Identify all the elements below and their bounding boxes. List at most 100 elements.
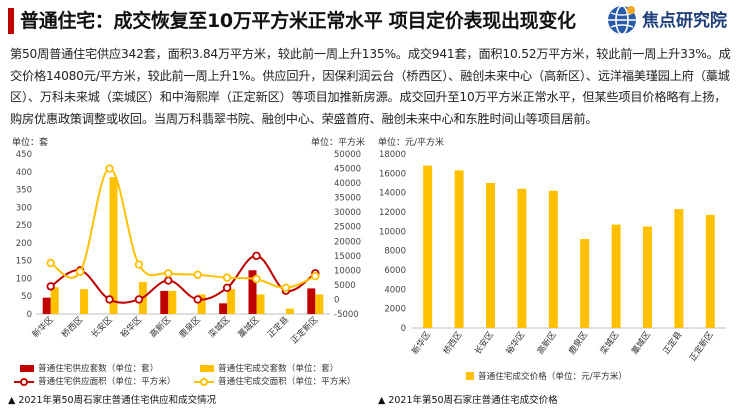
bar-supply-units (160, 290, 169, 314)
x-axis-tick-label: 裕华区 (118, 314, 144, 340)
legend-label: 普通住宅供应面积（单位：平方米） (38, 377, 176, 387)
x-axis-tick-label: 新华区 (30, 314, 56, 340)
y-axis-tick-label: 2000 (384, 305, 406, 315)
legend-label: 普通住宅成交价格（单位：元/平方米） (478, 372, 627, 382)
x-axis-tick-label: 桥西区 (441, 329, 465, 357)
x-axis-tick-label: 鹿泉区 (567, 329, 591, 357)
legend-label: 普通住宅供应套数（单位：套） (38, 364, 159, 374)
legend-supply-area: 普通住宅供应面积（单位：平方米） (14, 375, 176, 387)
x-axis-tick-label: 高新区 (148, 314, 174, 340)
bar-transaction-units (197, 294, 206, 314)
legend-swatch-gold (466, 372, 474, 380)
right-axis-tick-label: 45000 (334, 165, 361, 175)
left-axis-tick-label: 50 (21, 292, 32, 302)
bar-supply-units (307, 288, 316, 314)
chart2-unit: 单位：元/平方米 (378, 138, 445, 148)
legend-swatch-gold (200, 364, 214, 372)
x-axis-tick-label: 鹿泉区 (177, 314, 203, 340)
bar-price (674, 209, 684, 328)
chart1-caption: ▲ 2021年第50周石家庄普通住宅供应和成交情况 (8, 395, 217, 406)
y-axis-tick-label: 10000 (379, 227, 406, 237)
line-transaction-area-point (311, 271, 320, 281)
line-transaction-area-point (164, 269, 173, 278)
right-axis-tick-label: 25000 (334, 223, 361, 233)
y-axis-tick-label: 16000 (379, 169, 406, 179)
right-axis-tick-label: 5000 (334, 281, 356, 291)
line-supply-area-point (252, 251, 261, 261)
bar-transaction-units (256, 294, 265, 314)
line-supply-area-point (134, 295, 144, 304)
right-axis-tick-label: 35000 (334, 194, 361, 204)
summary-paragraph: 第50周普通住宅供应342套，面积3.84万平方米，较此前一周上升135%。成交… (10, 47, 731, 126)
x-axis-tick-label: 桥西区 (59, 314, 85, 340)
x-axis-tick-label: 正定县 (265, 314, 291, 340)
bar-transaction-units (315, 294, 324, 314)
y-axis-tick-label: 8000 (384, 247, 406, 257)
line-supply-area-point (193, 295, 202, 304)
line-transaction-area-point (252, 274, 261, 284)
bar-price (517, 188, 527, 328)
supply-transaction-chart: 0 50 100 150 200 250 300 350 400 450 -5000 0 5000 100… (16, 150, 361, 346)
line-transaction-area (50, 167, 316, 289)
right-axis-tick-label: 15000 (334, 252, 361, 262)
title-accent-bar (8, 8, 14, 34)
line-transaction-area-point (75, 267, 85, 277)
y-axis-tick-label: 4000 (384, 285, 406, 295)
bar-transaction-units (109, 177, 118, 314)
right-axis-tick-label: -5000 (334, 310, 359, 320)
left-axis-tick-label: 0 (27, 310, 32, 320)
x-axis-tick-label: 长安区 (472, 329, 496, 357)
line-transaction-area-point (281, 283, 291, 293)
right-axis-tick-label: 10000 (334, 266, 361, 276)
page-title: 普通住宅：成交恢复至10万平方米正常水平 项目定价表现出现变化 (20, 10, 576, 32)
bar-price (705, 214, 715, 328)
line-supply-area-point (46, 282, 55, 291)
price-chart: 0 2000 4000 6000 8000 10000 12000 14000 16000 180… (379, 150, 726, 364)
chart1-left-unit: 单位：套 (12, 138, 49, 148)
bar-transaction-units (168, 290, 177, 314)
legend-line-gold (194, 377, 214, 386)
bar-price (548, 190, 558, 328)
right-axis-tick-label: 0 (334, 295, 339, 305)
line-supply-area (50, 254, 316, 304)
line-transaction-area-point (46, 258, 55, 268)
left-axis-tick-label: 250 (16, 221, 32, 231)
left-axis-tick-label: 350 (16, 186, 32, 196)
y-axis-tick-label: 12000 (379, 208, 406, 218)
right-axis-tick-label: 50000 (334, 150, 361, 160)
x-axis-tick-label: 正定新区 (289, 314, 321, 346)
x-axis-tick-label: 栾城区 (598, 329, 622, 357)
bar-transaction-units (227, 289, 236, 314)
line-supply-area-point (222, 283, 232, 293)
legend-transaction-area: 普通住宅成交面积（单位：平方米） (194, 375, 356, 387)
bar-price (454, 170, 464, 328)
left-axis-tick-label: 150 (16, 257, 32, 267)
bar-price (611, 224, 621, 328)
bar-price (486, 183, 495, 328)
legend-price: 普通住宅成交价格（单位：元/平方米） (466, 370, 627, 382)
bar-supply-units (42, 297, 51, 314)
x-axis-tick-label: 长安区 (89, 314, 115, 340)
x-axis-tick-label: 高新区 (535, 329, 559, 357)
left-axis-tick-label: 100 (16, 274, 32, 284)
x-axis-tick-label: 栾城区 (206, 314, 232, 340)
y-axis-tick-label: 0 (401, 324, 406, 334)
left-axis-tick-label: 450 (16, 150, 32, 160)
chart2-caption: ▲ 2021年第50周石家庄普通住宅成交价格 (378, 395, 558, 406)
left-axis-tick-label: 300 (16, 203, 32, 213)
line-transaction-area-point (105, 164, 114, 173)
right-axis-tick-label: 30000 (334, 208, 361, 218)
line-transaction-area-point (222, 273, 232, 282)
bar-transaction-units (80, 289, 89, 314)
legend-swatch-dark-red (20, 364, 34, 372)
x-axis-tick-label: 新华区 (410, 329, 434, 357)
bar-price (423, 165, 433, 328)
y-axis-tick-label: 18000 (379, 150, 406, 160)
y-axis-tick-label: 14000 (379, 189, 406, 199)
globe-icon (608, 5, 636, 35)
brand-logo-text: 焦点研究院 (642, 11, 727, 31)
line-transaction-area-point (134, 260, 144, 269)
brand-logo: 焦点研究院 (602, 2, 734, 38)
legend-label: 普通住宅成交套数（单位：套） (218, 364, 339, 374)
bar-price (580, 239, 590, 328)
